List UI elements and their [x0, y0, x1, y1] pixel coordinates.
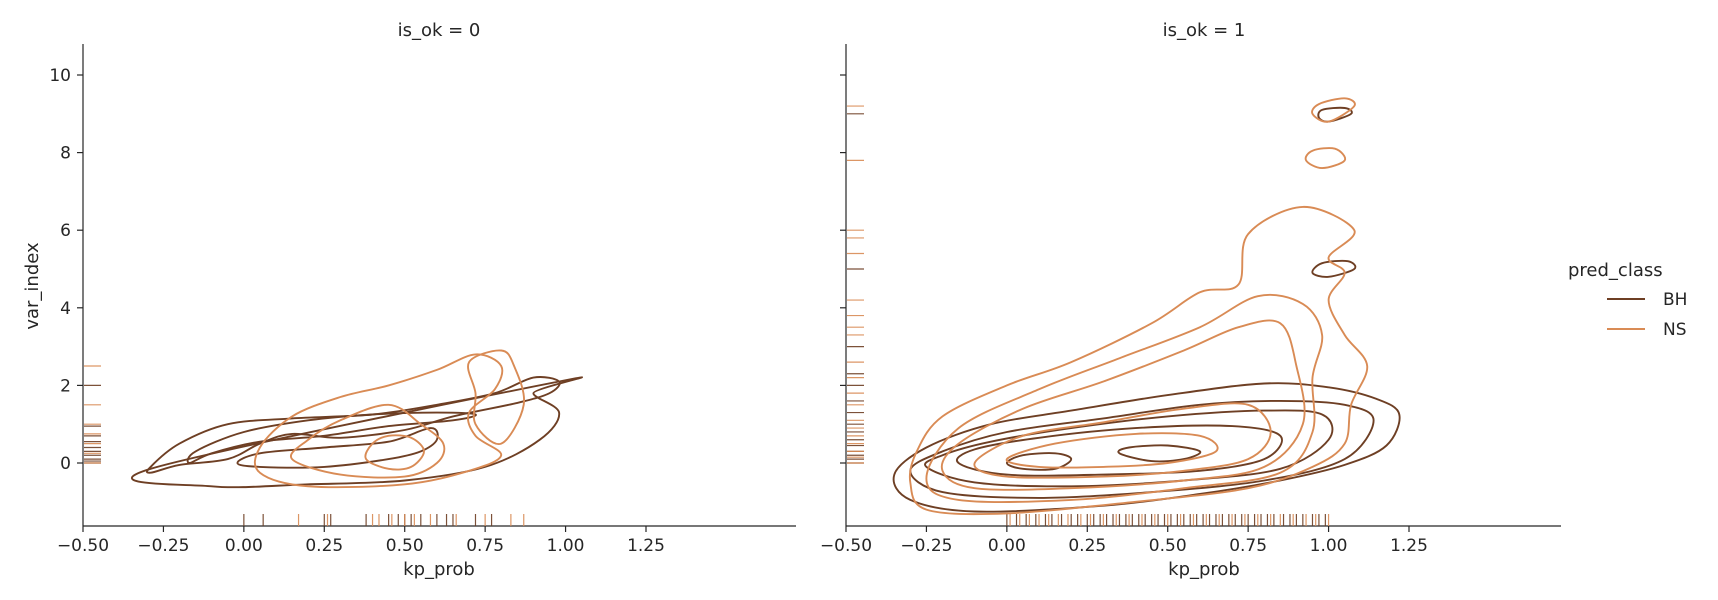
- kde-contour-ns-3: [973, 402, 1272, 479]
- kde-contour-bh-2: [924, 409, 1334, 488]
- x-tick-label: 0.75: [466, 536, 504, 556]
- x-tick-label: 1.00: [547, 536, 585, 556]
- panel-title-is-ok-1: is_ok = 1: [1163, 20, 1246, 41]
- legend-label-ns: NS: [1663, 320, 1687, 340]
- kde-contour-bh-2: [236, 427, 439, 469]
- legend: pred_class BH NS: [1568, 260, 1687, 340]
- kde-contour-ns-2: [364, 434, 425, 471]
- x-tick-label: 0.00: [225, 536, 263, 556]
- y-tick-label: 0: [60, 454, 71, 474]
- kde-contour-ns-5: [1304, 147, 1347, 170]
- kde-contour-ns-4: [1005, 432, 1219, 469]
- y-axis-label: var_index: [22, 242, 43, 330]
- x-tick-label: −0.25: [900, 536, 952, 556]
- kde-contour-bh-3: [131, 376, 583, 489]
- kde-contour-bh-1: [186, 411, 477, 464]
- x-tick-label: −0.50: [820, 536, 872, 556]
- kde-contour-bh-5: [1117, 444, 1202, 463]
- x-tick-label: −0.25: [137, 536, 189, 556]
- kde-contour-ns-1: [925, 293, 1324, 503]
- kde-contour-bh-4: [1005, 452, 1073, 471]
- x-tick-label: 0.50: [386, 536, 424, 556]
- kde-contour-bh-3: [956, 424, 1283, 477]
- kde-contour-bh-1: [909, 399, 1375, 499]
- y-tick-label: 8: [60, 144, 71, 164]
- x-tick-label: 0.00: [988, 536, 1026, 556]
- x-tick-label: 0.25: [305, 536, 343, 556]
- x-tick-label: 1.25: [1390, 536, 1428, 556]
- x-tick-label: 0.50: [1149, 536, 1187, 556]
- x-tick-label: 1.25: [627, 536, 665, 556]
- kde-contour-ns-0: [908, 205, 1369, 516]
- x-tick-label: 0.75: [1229, 536, 1267, 556]
- y-tick-label: 6: [60, 221, 71, 241]
- kde-contour-ns-1: [290, 403, 446, 479]
- kde-contour-ns-6: [1311, 97, 1356, 123]
- kde-contour-ns-0: [253, 353, 504, 489]
- panel-title-is-ok-0: is_ok = 0: [398, 20, 481, 41]
- y-tick-label: 10: [49, 66, 71, 86]
- x-tick-label: 1.00: [1310, 536, 1348, 556]
- x-tick-label: −0.50: [57, 536, 109, 556]
- x-tick-label: 0.25: [1068, 536, 1106, 556]
- kde-contour-ns-2: [940, 319, 1306, 491]
- panel-is-ok-0: is_ok = 0 −0.50 −0.25 0.00 0.25 0.50 0.75 1.00…: [49, 20, 796, 556]
- kde-contour-ns-3: [467, 349, 526, 445]
- legend-label-bh: BH: [1663, 290, 1687, 310]
- legend-title: pred_class: [1568, 260, 1663, 281]
- kde-contour-bh-6: [1311, 259, 1357, 278]
- x-axis-label-right: kp_prob: [1168, 559, 1240, 580]
- panel-is-ok-1: is_ok = 1 −0.50 −0.25 0.00 0.25 0.50 0.75 1.00…: [820, 20, 1561, 556]
- y-tick-label: 4: [60, 299, 71, 319]
- plot-area-is-ok-0: −0.50 −0.25 0.00 0.25 0.50 0.75 1.00 1.25 0 2 4 6 8 1…: [49, 44, 796, 556]
- y-tick-label: 2: [60, 376, 71, 396]
- plot-area-is-ok-1: −0.50 −0.25 0.00 0.25 0.50 0.75 1.00 1.25: [820, 44, 1561, 556]
- x-axis-label-left: kp_prob: [403, 559, 475, 580]
